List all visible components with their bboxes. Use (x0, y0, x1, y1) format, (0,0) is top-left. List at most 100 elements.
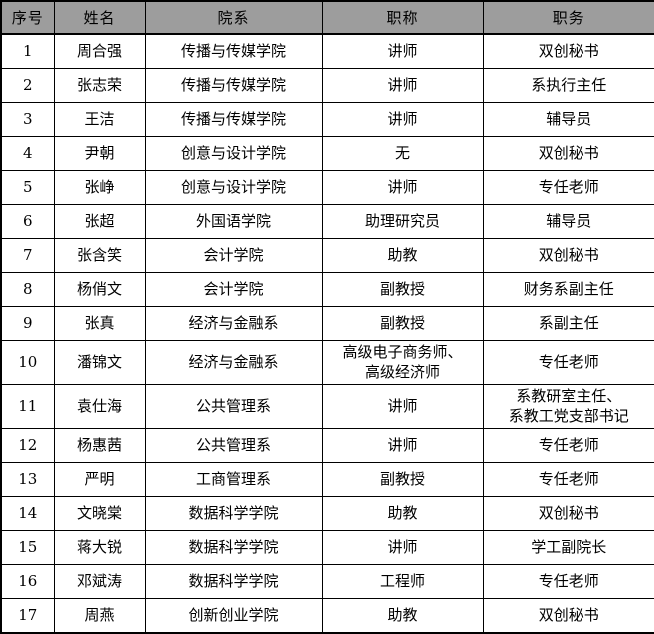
cell-department: 公共管理系 (144, 384, 323, 429)
cell-name: 张峥 (53, 170, 146, 205)
cell-position: 专任老师 (482, 340, 654, 385)
cell-title: 副教授 (321, 306, 484, 341)
column-header-number: 序号 (0, 0, 55, 35)
cell-department: 公共管理系 (144, 428, 323, 463)
cell-number: 1 (0, 33, 55, 69)
cell-name: 袁仕海 (53, 384, 146, 429)
cell-department: 工商管理系 (144, 462, 323, 497)
cell-department: 会计学院 (144, 272, 323, 307)
cell-number: 13 (0, 462, 55, 497)
cell-title: 讲师 (321, 68, 484, 103)
cell-position: 系教研室主任、 系教工党支部书记 (482, 384, 654, 429)
cell-position: 学工副院长 (482, 530, 654, 565)
table-row: 4 尹朝 创意与设计学院无双创秘书 (0, 136, 654, 171)
column-header-title: 职称 (321, 0, 484, 35)
cell-title: 讲师 (321, 33, 484, 69)
cell-number: 4 (0, 136, 55, 171)
column-header-name: 姓名 (53, 0, 146, 35)
table-row: 15 蒋大锐 数据科学学院 讲师 学工副院长 (0, 530, 654, 565)
cell-position: 财务系副主任 (482, 272, 654, 307)
cell-department: 传播与传媒学院 (144, 68, 323, 103)
cell-name: 杨俏文 (53, 272, 146, 307)
cell-position: 专任老师 (482, 462, 654, 497)
cell-position: 双创秘书 (482, 136, 654, 171)
cell-name: 潘锦文 (53, 340, 146, 385)
cell-name: 张真 (53, 306, 146, 341)
cell-position: 双创秘书 (482, 598, 654, 634)
cell-department: 传播与传媒学院 (144, 102, 323, 137)
table-row: 6 张超 外国语学院 助理研究员 辅导员 (0, 204, 654, 239)
cell-title: 高级电子商务师、 高级经济师 (321, 340, 484, 385)
cell-department: 传播与传媒学院 (144, 33, 323, 69)
table-row: 2 张志荣 传播与传媒学院 讲师 系执行主任 (0, 68, 654, 103)
cell-name: 张志荣 (53, 68, 146, 103)
cell-name: 周合强 (53, 33, 146, 69)
table-row: 13 严明 工商管理系 副教授 专任老师 (0, 462, 654, 497)
cell-number: 3 (0, 102, 55, 137)
column-header-department: 院系 (144, 0, 323, 35)
header-row: 序号 姓名 院系 职称 职务 (0, 0, 654, 35)
cell-number: 2 (0, 68, 55, 103)
cell-position: 辅导员 (482, 204, 654, 239)
cell-title: 无 (321, 136, 484, 171)
cell-name: 严明 (53, 462, 146, 497)
cell-department: 经济与金融系 (144, 340, 323, 385)
table-row: 17 周燕 创新创业学院 助教 双创秘书 (0, 598, 654, 634)
table-row: 7 张含笑 会计学院 助教 双创秘书 (0, 238, 654, 273)
cell-department: 外国语学院 (144, 204, 323, 239)
cell-number: 6 (0, 204, 55, 239)
cell-name: 张含笑 (53, 238, 146, 273)
table-row: 10 潘锦文 经济与金融系 高级电子商务师、 高级经济师 专任老师 (0, 340, 654, 385)
cell-department: 创新创业学院 (144, 598, 323, 634)
cell-position: 专任老师 (482, 170, 654, 205)
cell-position: 系执行主任 (482, 68, 654, 103)
cell-department: 创意与设计学院 (144, 136, 323, 171)
cell-name: 邓斌涛 (53, 564, 146, 599)
table-row: 1 周合强 传播与传媒学院 讲师 双创秘书 (0, 33, 654, 69)
cell-position: 系副主任 (482, 306, 654, 341)
cell-position: 辅导员 (482, 102, 654, 137)
cell-name: 文晓棠 (53, 496, 146, 531)
cell-department: 会计学院 (144, 238, 323, 273)
cell-name: 蒋大锐 (53, 530, 146, 565)
table-body: 1 周合强 传播与传媒学院 讲师 双创秘书 2 张志荣 传播与传媒学院 讲师 系执行主任 3 王洁 传播… (0, 33, 654, 634)
cell-number: 14 (0, 496, 55, 531)
cell-name: 周燕 (53, 598, 146, 634)
table-row: 16 邓斌涛 数据科学学院 工程师 专任老师 (0, 564, 654, 599)
cell-number: 8 (0, 272, 55, 307)
cell-number: 16 (0, 564, 55, 599)
cell-number: 12 (0, 428, 55, 463)
table-row: 11 袁仕海 公共管理系 讲师 系教研室主任、 系教工党支部书记 (0, 384, 654, 429)
cell-number: 11 (0, 384, 55, 429)
column-header-position: 职务 (482, 0, 654, 35)
cell-name: 尹朝 (53, 136, 146, 171)
cell-title: 工程师 (321, 564, 484, 599)
table-row: 5 张峥 创意与设计学院 讲师 专任老师 (0, 170, 654, 205)
cell-position: 专任老师 (482, 428, 654, 463)
cell-name: 王洁 (53, 102, 146, 137)
cell-title: 讲师 (321, 530, 484, 565)
cell-position: 双创秘书 (482, 33, 654, 69)
cell-number: 17 (0, 598, 55, 634)
cell-position: 双创秘书 (482, 238, 654, 273)
cell-number: 15 (0, 530, 55, 565)
cell-name: 杨惠茜 (53, 428, 146, 463)
cell-title: 助教 (321, 238, 484, 273)
cell-position: 专任老师 (482, 564, 654, 599)
cell-title: 副教授 (321, 272, 484, 307)
table-row: 8 杨俏文 会计学院 副教授 财务系副主任 (0, 272, 654, 307)
cell-number: 7 (0, 238, 55, 273)
cell-name: 张超 (53, 204, 146, 239)
table-row: 12 杨惠茜 公共管理系 讲师 专任老师 (0, 428, 654, 463)
cell-position: 双创秘书 (482, 496, 654, 531)
cell-number: 10 (0, 340, 55, 385)
cell-number: 5 (0, 170, 55, 205)
cell-title: 讲师 (321, 170, 484, 205)
cell-department: 创意与设计学院 (144, 170, 323, 205)
cell-department: 数据科学学院 (144, 530, 323, 565)
cell-title: 助教 (321, 598, 484, 634)
cell-title: 助教 (321, 496, 484, 531)
cell-title: 助理研究员 (321, 204, 484, 239)
cell-title: 讲师 (321, 384, 484, 429)
